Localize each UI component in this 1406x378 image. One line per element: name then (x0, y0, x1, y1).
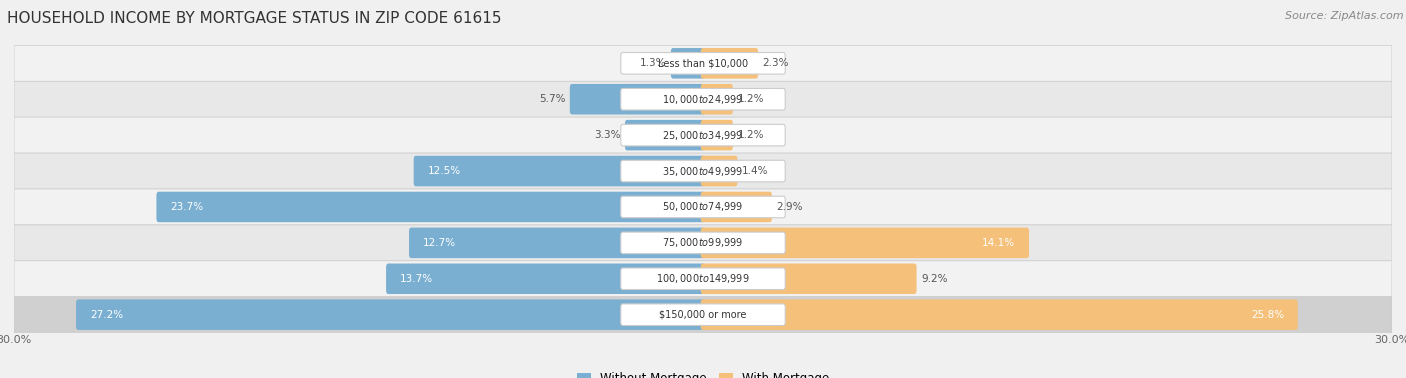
Text: 3.3%: 3.3% (593, 130, 620, 140)
FancyBboxPatch shape (413, 156, 706, 186)
FancyBboxPatch shape (621, 124, 785, 146)
Legend: Without Mortgage, With Mortgage: Without Mortgage, With Mortgage (572, 367, 834, 378)
FancyBboxPatch shape (700, 228, 1029, 258)
Text: 1.4%: 1.4% (742, 166, 769, 176)
FancyBboxPatch shape (700, 299, 1298, 330)
FancyBboxPatch shape (700, 156, 738, 186)
FancyBboxPatch shape (700, 263, 917, 294)
Text: 23.7%: 23.7% (170, 202, 204, 212)
Text: $100,000 to $149,999: $100,000 to $149,999 (657, 272, 749, 285)
FancyBboxPatch shape (621, 304, 785, 325)
Text: Less than $10,000: Less than $10,000 (658, 58, 748, 68)
Text: $150,000 or more: $150,000 or more (659, 310, 747, 320)
Text: $50,000 to $74,999: $50,000 to $74,999 (662, 200, 744, 214)
Text: $25,000 to $34,999: $25,000 to $34,999 (662, 129, 744, 142)
FancyBboxPatch shape (621, 88, 785, 110)
FancyBboxPatch shape (156, 192, 706, 222)
FancyBboxPatch shape (14, 117, 1392, 153)
FancyBboxPatch shape (624, 120, 706, 150)
FancyBboxPatch shape (671, 48, 706, 79)
Text: 14.1%: 14.1% (983, 238, 1015, 248)
Text: HOUSEHOLD INCOME BY MORTGAGE STATUS IN ZIP CODE 61615: HOUSEHOLD INCOME BY MORTGAGE STATUS IN Z… (7, 11, 502, 26)
FancyBboxPatch shape (14, 297, 1392, 333)
Text: $10,000 to $24,999: $10,000 to $24,999 (662, 93, 744, 106)
FancyBboxPatch shape (14, 189, 1392, 225)
FancyBboxPatch shape (409, 228, 706, 258)
FancyBboxPatch shape (621, 160, 785, 182)
FancyBboxPatch shape (14, 45, 1392, 81)
Text: 27.2%: 27.2% (90, 310, 122, 320)
Text: $35,000 to $49,999: $35,000 to $49,999 (662, 164, 744, 178)
FancyBboxPatch shape (621, 268, 785, 290)
FancyBboxPatch shape (76, 299, 706, 330)
FancyBboxPatch shape (387, 263, 706, 294)
Text: 9.2%: 9.2% (921, 274, 948, 284)
FancyBboxPatch shape (621, 53, 785, 74)
FancyBboxPatch shape (569, 84, 706, 115)
Text: 5.7%: 5.7% (538, 94, 565, 104)
Text: 1.2%: 1.2% (738, 94, 763, 104)
Text: Source: ZipAtlas.com: Source: ZipAtlas.com (1285, 11, 1403, 21)
FancyBboxPatch shape (700, 84, 733, 115)
Text: 13.7%: 13.7% (399, 274, 433, 284)
Text: 1.2%: 1.2% (738, 130, 763, 140)
FancyBboxPatch shape (14, 153, 1392, 189)
FancyBboxPatch shape (14, 225, 1392, 261)
FancyBboxPatch shape (700, 192, 772, 222)
Text: 12.7%: 12.7% (423, 238, 456, 248)
FancyBboxPatch shape (621, 232, 785, 254)
Text: 12.5%: 12.5% (427, 166, 461, 176)
FancyBboxPatch shape (14, 81, 1392, 117)
Text: 25.8%: 25.8% (1251, 310, 1284, 320)
FancyBboxPatch shape (14, 261, 1392, 297)
FancyBboxPatch shape (621, 196, 785, 218)
FancyBboxPatch shape (700, 48, 758, 79)
Text: 2.3%: 2.3% (762, 58, 789, 68)
Text: $75,000 to $99,999: $75,000 to $99,999 (662, 236, 744, 249)
Text: 2.9%: 2.9% (776, 202, 803, 212)
Text: 1.3%: 1.3% (640, 58, 666, 68)
FancyBboxPatch shape (700, 120, 733, 150)
